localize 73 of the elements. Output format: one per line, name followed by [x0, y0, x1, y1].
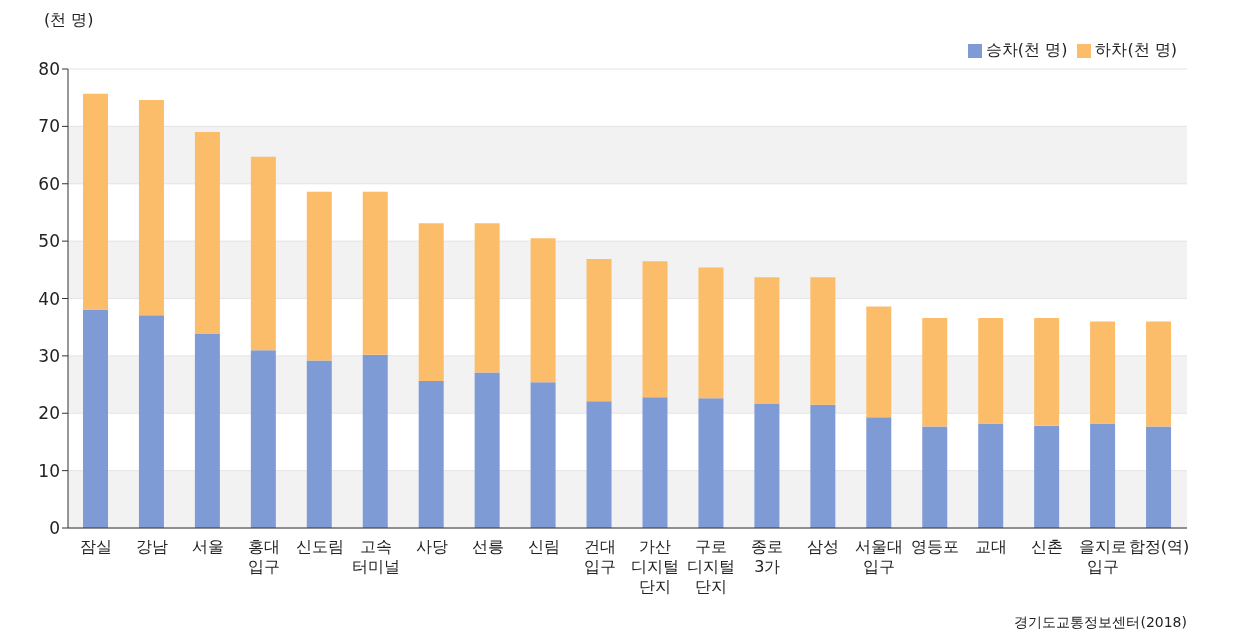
- bar: [362, 191, 388, 355]
- bar: [306, 191, 332, 361]
- bar: [362, 354, 388, 528]
- text: 경기도교통정보센터(2018): [1014, 614, 1187, 632]
- bar: [754, 277, 780, 405]
- bar: [1146, 426, 1172, 528]
- x-tick-label: 합정(역): [1128, 537, 1190, 556]
- y-axis-title: (천 명): [44, 10, 94, 31]
- bar: [138, 99, 164, 316]
- bar: [474, 372, 500, 528]
- bar: [138, 315, 164, 528]
- x-tick-label: 홍대 입구: [247, 537, 280, 576]
- x-tick-label: 고속 터미널: [351, 537, 400, 576]
- x-tick-label: 사당: [415, 537, 448, 556]
- y-tick-label: 20: [38, 403, 60, 424]
- y-tick-label: 30: [38, 345, 60, 366]
- bar: [418, 381, 444, 528]
- bar: [922, 318, 948, 427]
- bar: [810, 277, 836, 405]
- x-tick-label: 가산 디지털 단지: [631, 537, 680, 596]
- bar: [250, 156, 276, 351]
- bar: [530, 238, 556, 383]
- bar: [642, 261, 668, 398]
- x-tick-label: 강남: [135, 537, 168, 556]
- bar: [83, 93, 108, 310]
- bar: [1090, 423, 1116, 528]
- y-tick-label: 40: [38, 288, 60, 309]
- bar: [586, 258, 612, 402]
- bar: [474, 223, 500, 373]
- bar: [698, 267, 724, 399]
- x-tick-label: 선릉: [471, 537, 504, 556]
- x-tick-label: 영등포: [911, 537, 960, 556]
- bar: [754, 404, 780, 528]
- x-tick-label: 을지로 입구: [1079, 537, 1128, 576]
- bar: [866, 417, 892, 528]
- bar: [1090, 321, 1116, 424]
- bar: [306, 360, 332, 528]
- y-tick-label: 0: [49, 518, 60, 539]
- bar: [810, 404, 836, 528]
- bar: [530, 382, 556, 528]
- y-tick-label: 50: [38, 231, 60, 252]
- x-tick-label: 교대: [975, 537, 1008, 556]
- bar: [1146, 321, 1172, 427]
- y-tick-label: 10: [38, 460, 60, 481]
- bar: [698, 398, 724, 528]
- x-tick-label: 구로 디지털 단지: [687, 537, 736, 596]
- bar: [978, 318, 1004, 424]
- x-tick-label: 신림: [527, 537, 560, 556]
- bar: [194, 334, 220, 528]
- bar: [418, 223, 444, 382]
- x-tick-label: 종로 3가: [751, 537, 784, 576]
- bar: [586, 401, 612, 528]
- bar: [1034, 318, 1060, 426]
- bar: [194, 132, 220, 335]
- x-tick-label: 신촌: [1031, 537, 1064, 556]
- y-tick-label: 70: [38, 116, 60, 137]
- y-tick-label: 80: [38, 59, 60, 80]
- x-tick-label: 건대 입구: [583, 537, 616, 576]
- bar: [83, 309, 108, 528]
- x-tick-label: 삼성: [807, 537, 840, 556]
- x-tick-label: 서울: [191, 537, 224, 556]
- y-tick-label: 60: [38, 173, 60, 194]
- legend-label: 승차(천 명): [985, 40, 1068, 59]
- bar: [250, 350, 276, 528]
- x-tick-label: 잠실: [79, 537, 112, 556]
- x-tick-label: 서울대 입구: [855, 537, 904, 576]
- legend-label: 하차(천 명): [1095, 40, 1177, 59]
- x-tick-label: 신도림: [295, 537, 344, 556]
- bar: [978, 423, 1004, 528]
- bar: [642, 397, 668, 528]
- bar: [866, 306, 892, 418]
- bar: [922, 426, 948, 528]
- bar: [1034, 425, 1060, 528]
